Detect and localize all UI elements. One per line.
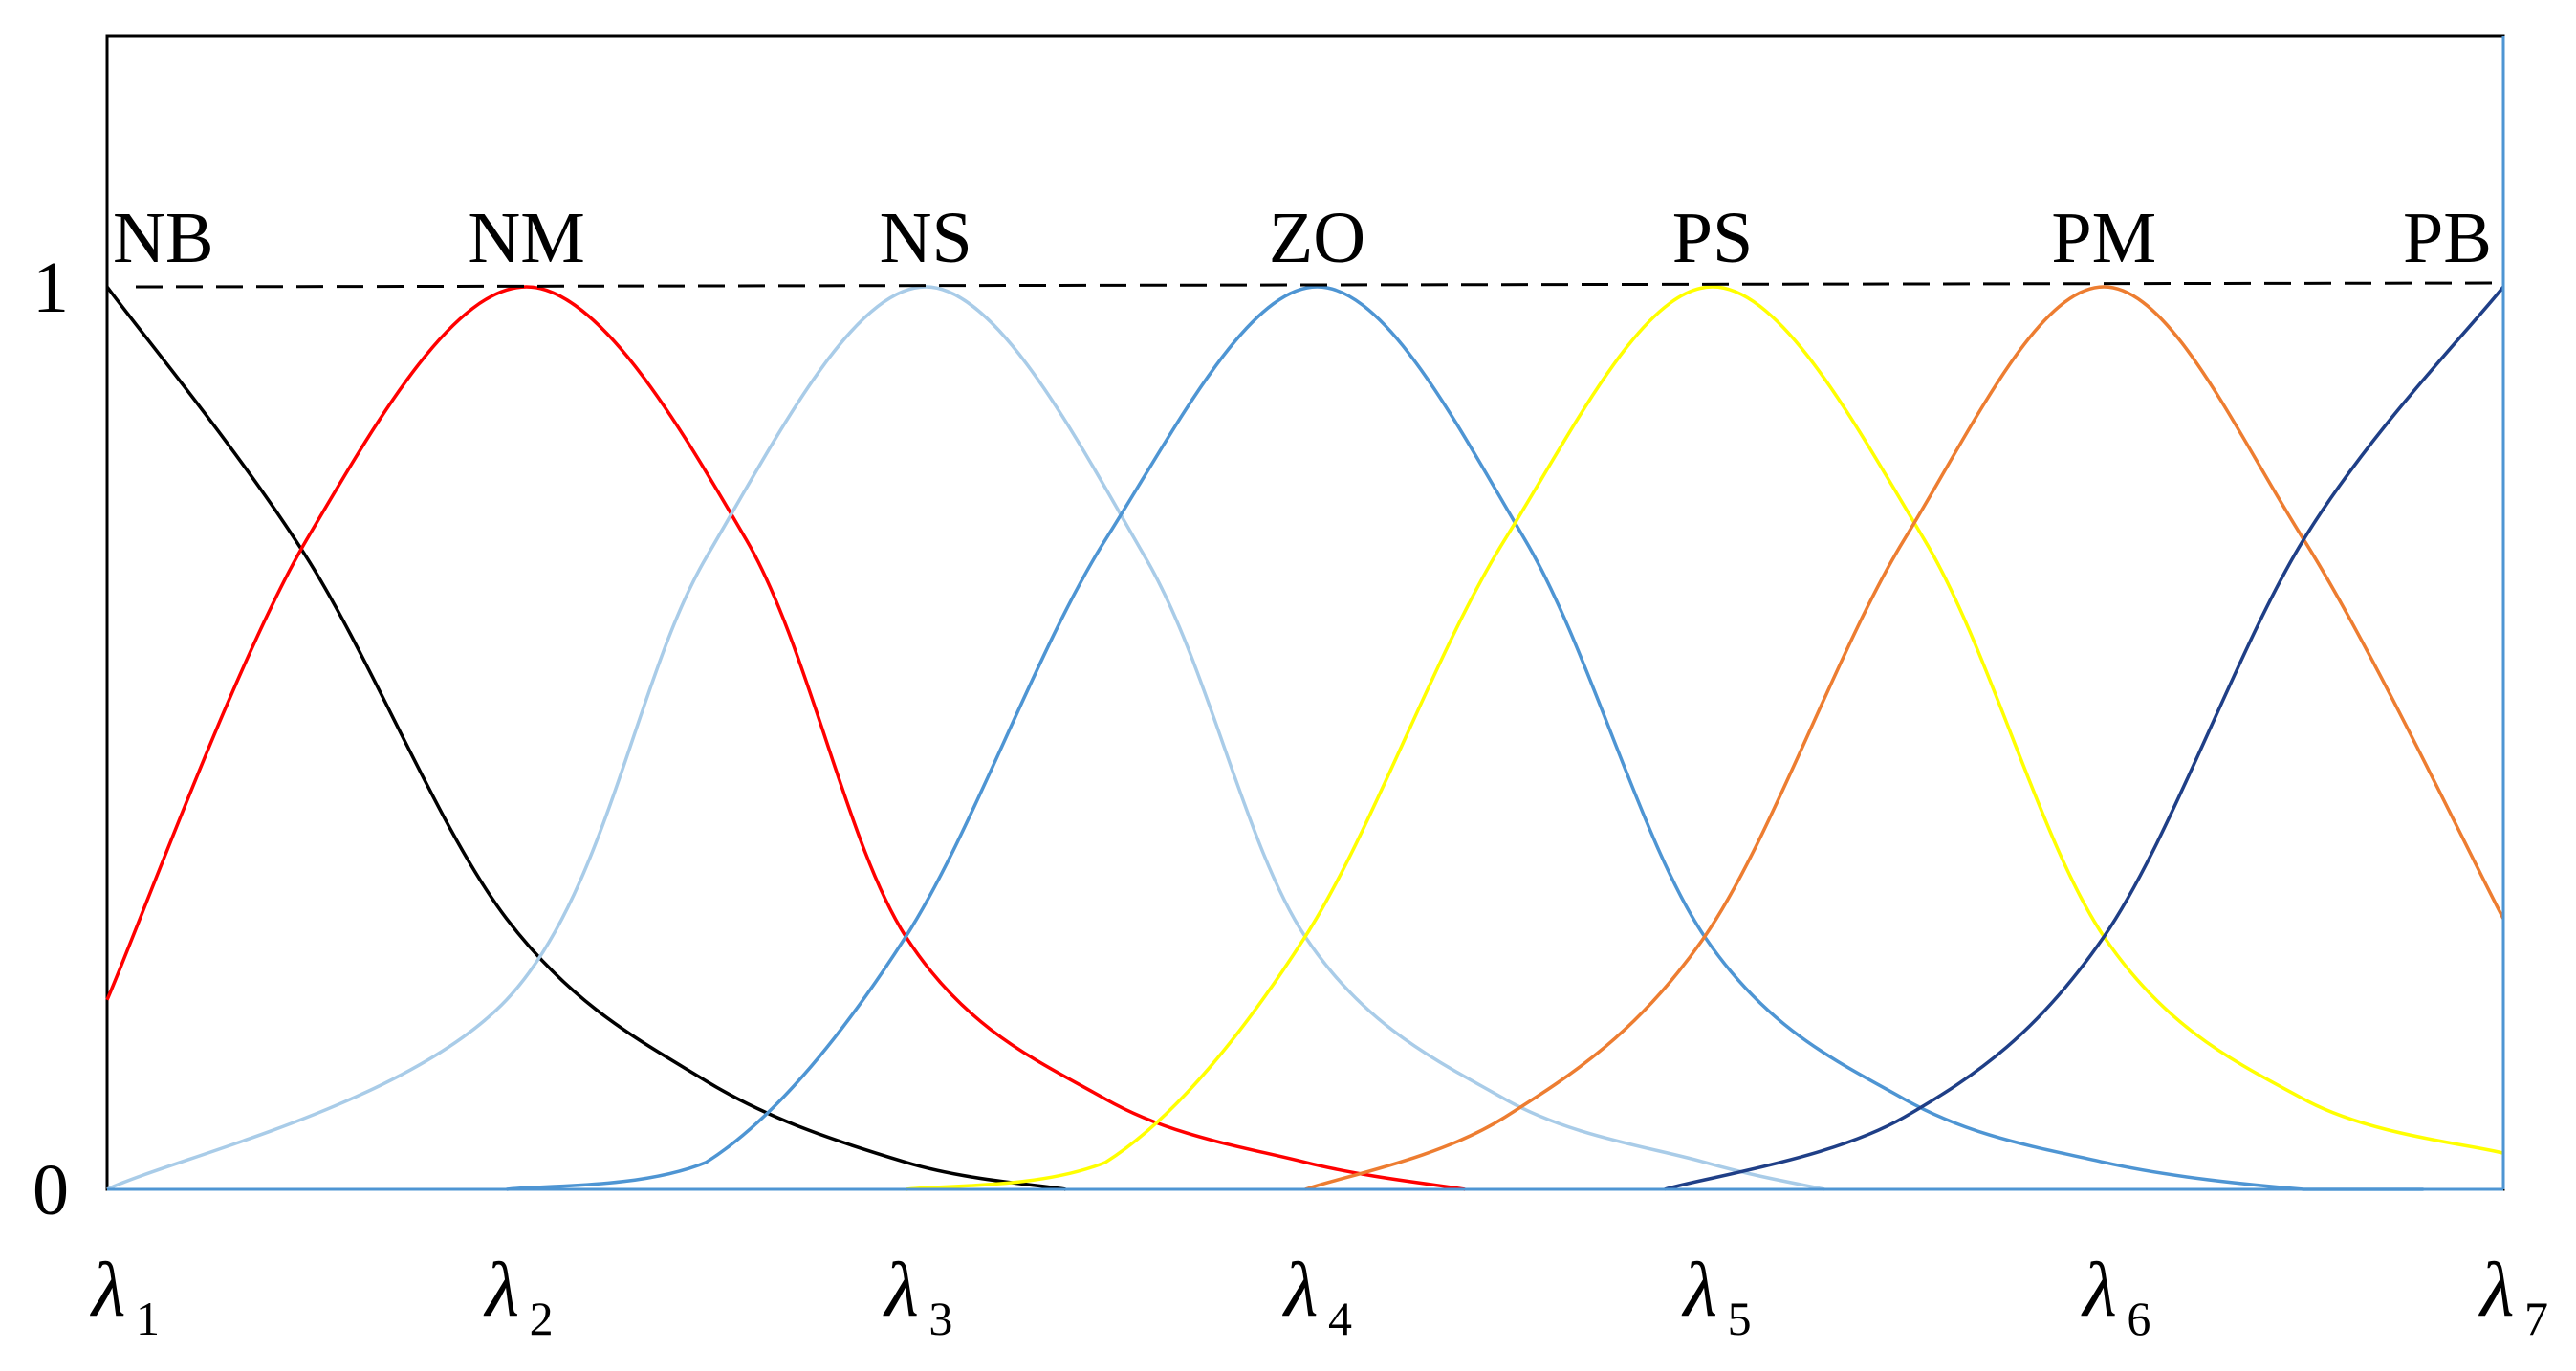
set-label-pb: PB [2403, 198, 2492, 278]
curve-ps [906, 285, 2504, 1191]
reference-line-one [135, 281, 2504, 289]
x-tick-subscript: 5 [1728, 1292, 1752, 1345]
curve-nm [105, 285, 1466, 1191]
x-tick-subscript: 2 [530, 1292, 554, 1345]
x-tick-label: λ [2081, 1246, 2117, 1333]
curve-nb [105, 285, 1066, 1191]
x-tick-label: λ [1282, 1246, 1319, 1333]
set-label-nm: NM [468, 198, 584, 278]
x-tick-label: λ [1682, 1246, 1718, 1333]
x-tick-subscript: 4 [1328, 1292, 1352, 1345]
membership-curves [105, 36, 2505, 1191]
set-label-pm: PM [2051, 198, 2156, 278]
y-tick-label: 1 [33, 248, 69, 328]
set-labels: NB NM NS ZO PS PM PB [113, 198, 2492, 278]
curve-ns [106, 285, 1825, 1191]
set-label-ps: PS [1672, 198, 1754, 278]
y-tick-label: 0 [33, 1150, 69, 1230]
curve-pm [1304, 285, 2505, 1191]
x-tick-subscript: 7 [2524, 1292, 2548, 1345]
x-tick-label: λ [90, 1246, 126, 1333]
y-axis-ticks: 01 [33, 248, 69, 1230]
x-tick-subscript: 6 [2127, 1292, 2150, 1345]
x-tick-subscript: 1 [136, 1292, 160, 1345]
set-label-ns: NS [880, 198, 972, 278]
set-label-nb: NB [113, 198, 214, 278]
x-tick-subscript: 3 [928, 1292, 952, 1345]
curve-pb [1664, 285, 2505, 1191]
x-tick-label: λ [883, 1246, 919, 1333]
set-label-zo: ZO [1269, 198, 1365, 278]
curve-zo [506, 285, 2424, 1191]
x-tick-label: λ [2478, 1246, 2515, 1333]
x-tick-label: λ [484, 1246, 520, 1333]
